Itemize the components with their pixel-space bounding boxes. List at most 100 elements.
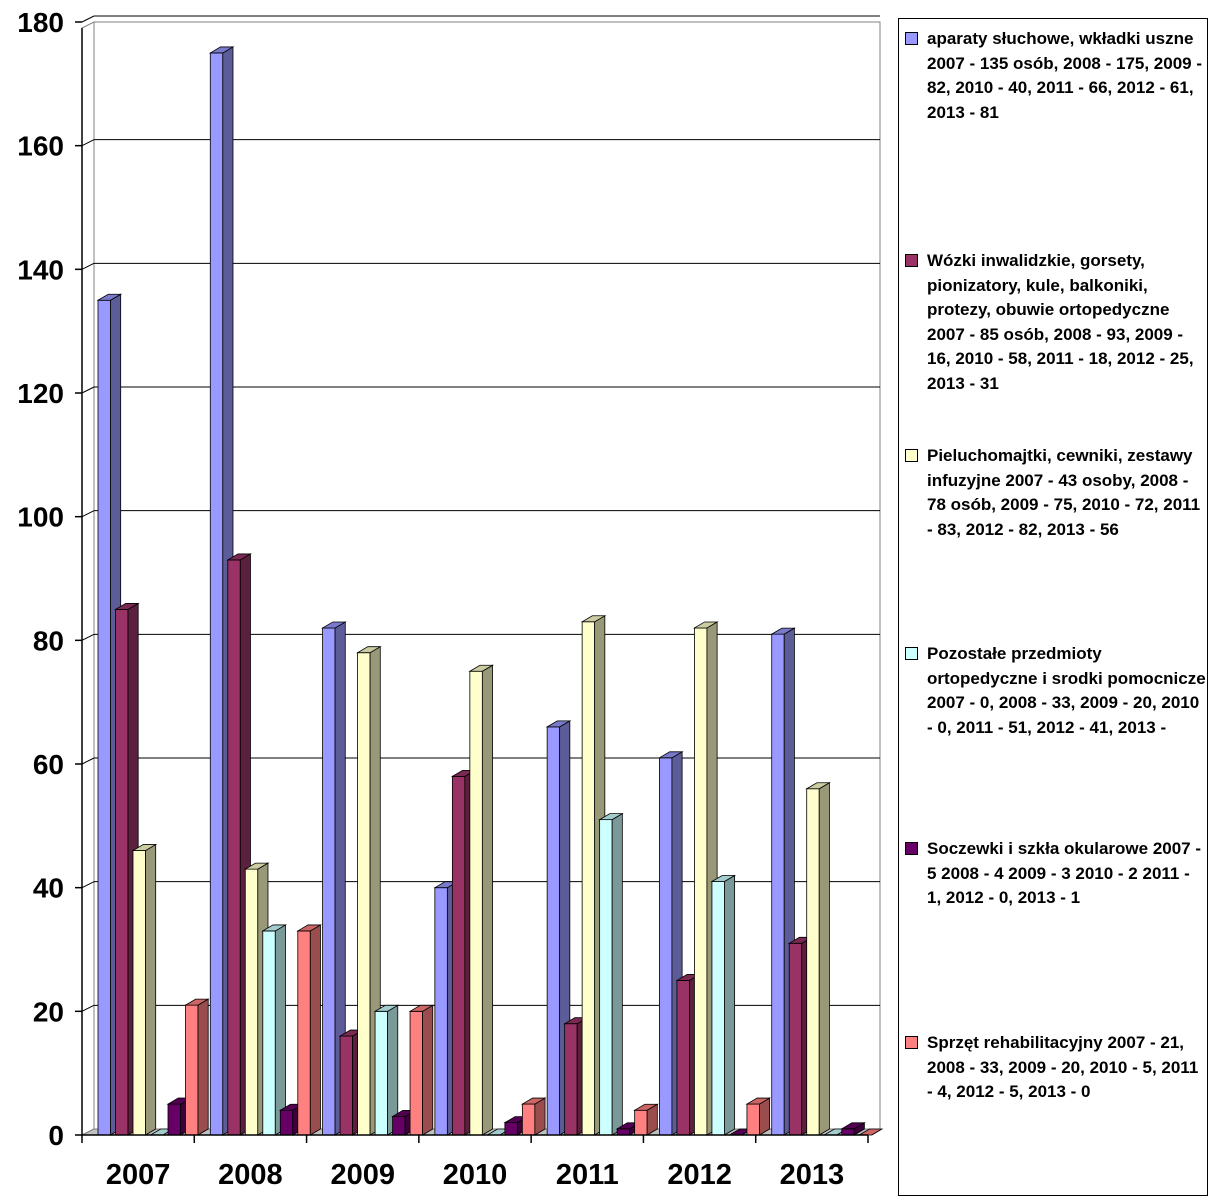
bar-top (657, 751, 684, 759)
bar (676, 980, 690, 1136)
x-tick-label: 2011 (556, 1159, 619, 1191)
legend-swatch (905, 449, 918, 462)
gridline-side (81, 262, 95, 270)
bar-top (114, 603, 140, 610)
legend-item-rehab: Sprzęt rehabilitacyjny 2007 - 21, 2008 -… (905, 1031, 1207, 1105)
y-tick-label: 0 (48, 1120, 64, 1151)
bar-top (408, 1004, 435, 1012)
bar-top (580, 615, 607, 623)
gridline-side (81, 510, 95, 518)
bar (434, 887, 448, 1136)
bar-top (770, 627, 796, 635)
x-tick-label: 2010 (443, 1159, 508, 1191)
legend-label: Wózki inwalidzkie, gorsety, pionizatory,… (927, 251, 1194, 393)
legend-swatch (905, 842, 918, 855)
y-tick-label: 20 (33, 996, 64, 1027)
bar (115, 609, 129, 1136)
legend-label: aparaty słuchowe, wkładki uszne 2007 - 1… (927, 29, 1203, 122)
bar-top (598, 813, 624, 821)
bar (806, 788, 820, 1136)
bar (451, 775, 466, 1136)
bar (297, 930, 311, 1136)
y-tick-label: 40 (33, 873, 64, 904)
gridline-side (81, 139, 95, 147)
x-tick-label: 2008 (218, 1159, 283, 1191)
x-tick-label: 2013 (780, 1159, 845, 1191)
bar-top (296, 924, 322, 932)
bar-top (131, 844, 158, 851)
bar (244, 868, 259, 1136)
bar (97, 299, 111, 1136)
x-tick-label: 2012 (667, 1159, 732, 1191)
bar (771, 633, 785, 1136)
legend-label: Pozostałe przedmioty ortopedyczne i srod… (927, 644, 1206, 737)
bar (339, 1035, 353, 1136)
bar (521, 1103, 536, 1136)
legend-label: Soczewki i szkła okularowe 2007 - 5 2008… (927, 839, 1202, 907)
axes (75, 21, 869, 1143)
bar (409, 1010, 423, 1136)
legend-swatch (905, 254, 918, 267)
y-tick-label: 100 (17, 502, 64, 533)
bar-side (422, 1004, 434, 1136)
bar-top (692, 621, 719, 629)
gridline-side (81, 386, 95, 394)
bar-side (274, 924, 286, 1136)
bar (746, 1103, 760, 1136)
bar-top (745, 1097, 772, 1105)
bar-top (356, 646, 382, 654)
gridline-side (81, 15, 95, 23)
side-wall (81, 21, 95, 1136)
bar (209, 52, 224, 1136)
bar (841, 1128, 855, 1136)
bar (227, 559, 241, 1136)
bar (132, 850, 146, 1136)
y-tick-label: 80 (33, 625, 64, 656)
y-tick-labels: 0 20 40 60 80 100 120 140 160 180 (17, 7, 64, 1151)
bar (546, 726, 561, 1136)
legend-label: Pieluchomajtki, cewniki, zestawy infuzyj… (927, 446, 1201, 539)
bar (711, 881, 725, 1136)
bar-side (818, 782, 830, 1136)
bar-side (197, 998, 209, 1136)
y-tick-label: 60 (33, 749, 64, 780)
bar-top (545, 720, 572, 728)
bar (357, 652, 371, 1136)
bar-top (261, 924, 287, 932)
bar (616, 1128, 631, 1136)
bar (634, 1109, 648, 1136)
gridline-side (81, 633, 95, 641)
legend-item-other-orthopedic: Pozostałe przedmioty ortopedyczne i srod… (905, 642, 1207, 740)
bar (322, 627, 336, 1136)
y-tick-label: 140 (17, 254, 64, 285)
bar (185, 1004, 199, 1136)
x-tick-label: 2009 (330, 1159, 395, 1191)
bar (564, 1023, 578, 1136)
legend-item-diapers: Pieluchomajtki, cewniki, zestawy infuzyj… (905, 444, 1207, 542)
legend-item-hearing-aids: aparaty słuchowe, wkładki uszne 2007 - 1… (905, 27, 1207, 125)
bar-top (208, 46, 235, 54)
bar-top (226, 553, 252, 561)
bars (96, 46, 884, 1136)
bar (788, 942, 803, 1136)
bar (694, 627, 708, 1136)
bar (581, 621, 596, 1136)
bar-top (243, 862, 270, 870)
bar-side (309, 924, 321, 1136)
bar-top (184, 998, 210, 1006)
legend-label: Sprzęt rehabilitacyjny 2007 - 21, 2008 -… (927, 1033, 1199, 1101)
bar-side (724, 874, 736, 1136)
gridline-side (81, 881, 95, 889)
bar-top (520, 1097, 547, 1105)
gridline-side (81, 757, 95, 765)
y-tick-label: 160 (17, 131, 64, 162)
bar-top (96, 293, 123, 301)
y-tick-label: 120 (17, 378, 64, 409)
bar-side (611, 812, 623, 1136)
legend-swatch (905, 647, 918, 660)
bar-top (633, 1103, 659, 1111)
y-tick-label: 180 (17, 7, 64, 38)
gridline-side (81, 1004, 95, 1012)
legend-item-lenses: Soczewki i szkła okularowe 2007 - 5 2008… (905, 837, 1207, 911)
x-tick-label: 2007 (106, 1159, 171, 1191)
